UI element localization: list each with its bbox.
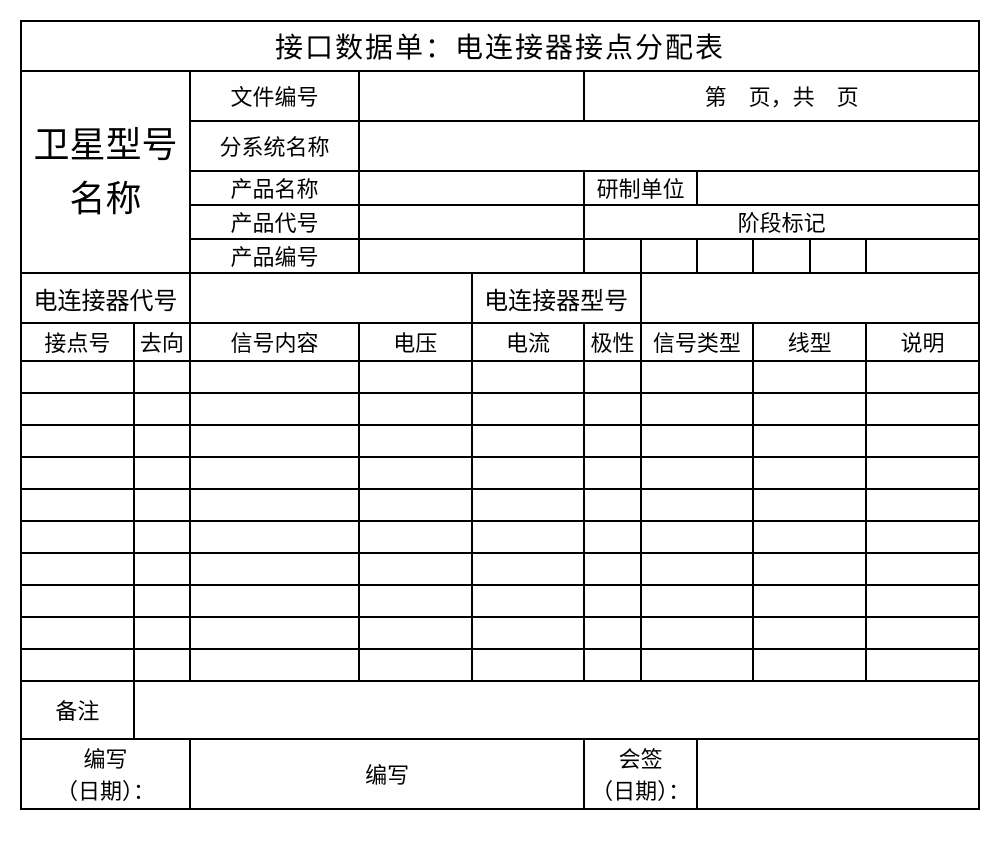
remark-label: 备注 [21, 681, 134, 739]
col-wire-type: 线型 [753, 323, 866, 361]
product-no-label: 产品编号 [190, 239, 359, 273]
connector-type-value[interactable] [641, 273, 979, 323]
table-row[interactable] [21, 649, 979, 681]
table-row[interactable] [21, 393, 979, 425]
subsystem-label: 分系统名称 [190, 121, 359, 171]
stage-cell[interactable] [810, 239, 866, 273]
product-code-value[interactable] [359, 205, 584, 239]
satellite-model-label: 卫星型号 名称 [21, 71, 190, 273]
subsystem-value[interactable] [359, 121, 979, 171]
col-destination: 去向 [134, 323, 190, 361]
dev-unit-value[interactable] [697, 171, 979, 205]
stage-mark-label: 阶段标记 [584, 205, 979, 239]
page-info: 第 页，共 页 [584, 71, 979, 121]
file-no-label: 文件编号 [190, 71, 359, 121]
connector-code-label: 电连接器代号 [21, 273, 190, 323]
table-row[interactable] [21, 425, 979, 457]
write-date-label: 编写（日期）： [21, 739, 190, 809]
col-contact-no: 接点号 [21, 323, 134, 361]
stage-cell[interactable] [866, 239, 979, 273]
product-no-value[interactable] [359, 239, 584, 273]
col-voltage: 电压 [359, 323, 472, 361]
file-no-value[interactable] [359, 71, 584, 121]
product-code-label: 产品代号 [190, 205, 359, 239]
connector-type-label: 电连接器型号 [472, 273, 641, 323]
table-row[interactable] [21, 617, 979, 649]
stage-cell[interactable] [697, 239, 753, 273]
table-row[interactable] [21, 553, 979, 585]
col-signal-type: 信号类型 [641, 323, 754, 361]
connector-code-value[interactable] [190, 273, 472, 323]
dev-unit-label: 研制单位 [584, 171, 697, 205]
stage-cell[interactable] [641, 239, 697, 273]
product-name-value[interactable] [359, 171, 584, 205]
col-polarity: 极性 [584, 323, 640, 361]
col-current: 电流 [472, 323, 585, 361]
sign-date-label: 会签（日期）： [584, 739, 697, 809]
table-row[interactable] [21, 585, 979, 617]
stage-cell[interactable] [584, 239, 640, 273]
col-remark: 说明 [866, 323, 979, 361]
form-title: 接口数据单：电连接器接点分配表 [21, 21, 979, 71]
table-row[interactable] [21, 521, 979, 553]
form-table: 接口数据单：电连接器接点分配表 卫星型号 名称 文件编号 第 页，共 页 分系统… [20, 20, 980, 810]
remark-value[interactable] [134, 681, 979, 739]
sign-value[interactable] [697, 739, 979, 809]
table-row[interactable] [21, 361, 979, 393]
write-label: 编写 [190, 739, 584, 809]
col-signal-content: 信号内容 [190, 323, 359, 361]
table-row[interactable] [21, 489, 979, 521]
product-name-label: 产品名称 [190, 171, 359, 205]
stage-cell[interactable] [753, 239, 809, 273]
table-row[interactable] [21, 457, 979, 489]
